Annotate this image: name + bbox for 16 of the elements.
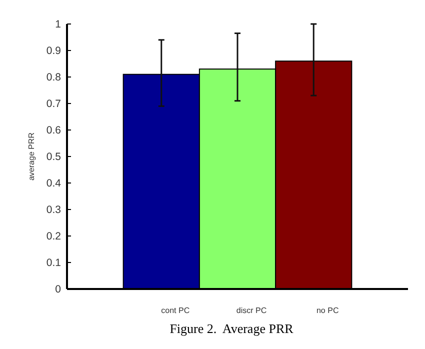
y-tick-label: 0.7 <box>46 98 62 110</box>
y-tick-label: 0.6 <box>46 124 62 137</box>
y-tick-label: 0.9 <box>46 45 62 58</box>
y-tick-label: 0.4 <box>46 178 62 190</box>
x-tick-label: discr PC <box>236 306 267 315</box>
x-tick-label: no PC <box>316 306 339 315</box>
y-tick-label: 0 <box>55 284 62 296</box>
y-tick-label: 1 <box>55 18 62 31</box>
y-tick-label: 0.1 <box>46 257 62 270</box>
text: Figure 2. Average PRR <box>170 321 294 336</box>
y-axis-title: average PRR <box>27 132 36 181</box>
y-tick-label: 0.2 <box>46 230 62 243</box>
y-tick-label: 0.3 <box>46 204 62 216</box>
x-tick-label: cont PC <box>161 306 190 315</box>
y-tick-label: 0.8 <box>46 72 62 84</box>
y-tick-label: 0.5 <box>46 151 62 164</box>
